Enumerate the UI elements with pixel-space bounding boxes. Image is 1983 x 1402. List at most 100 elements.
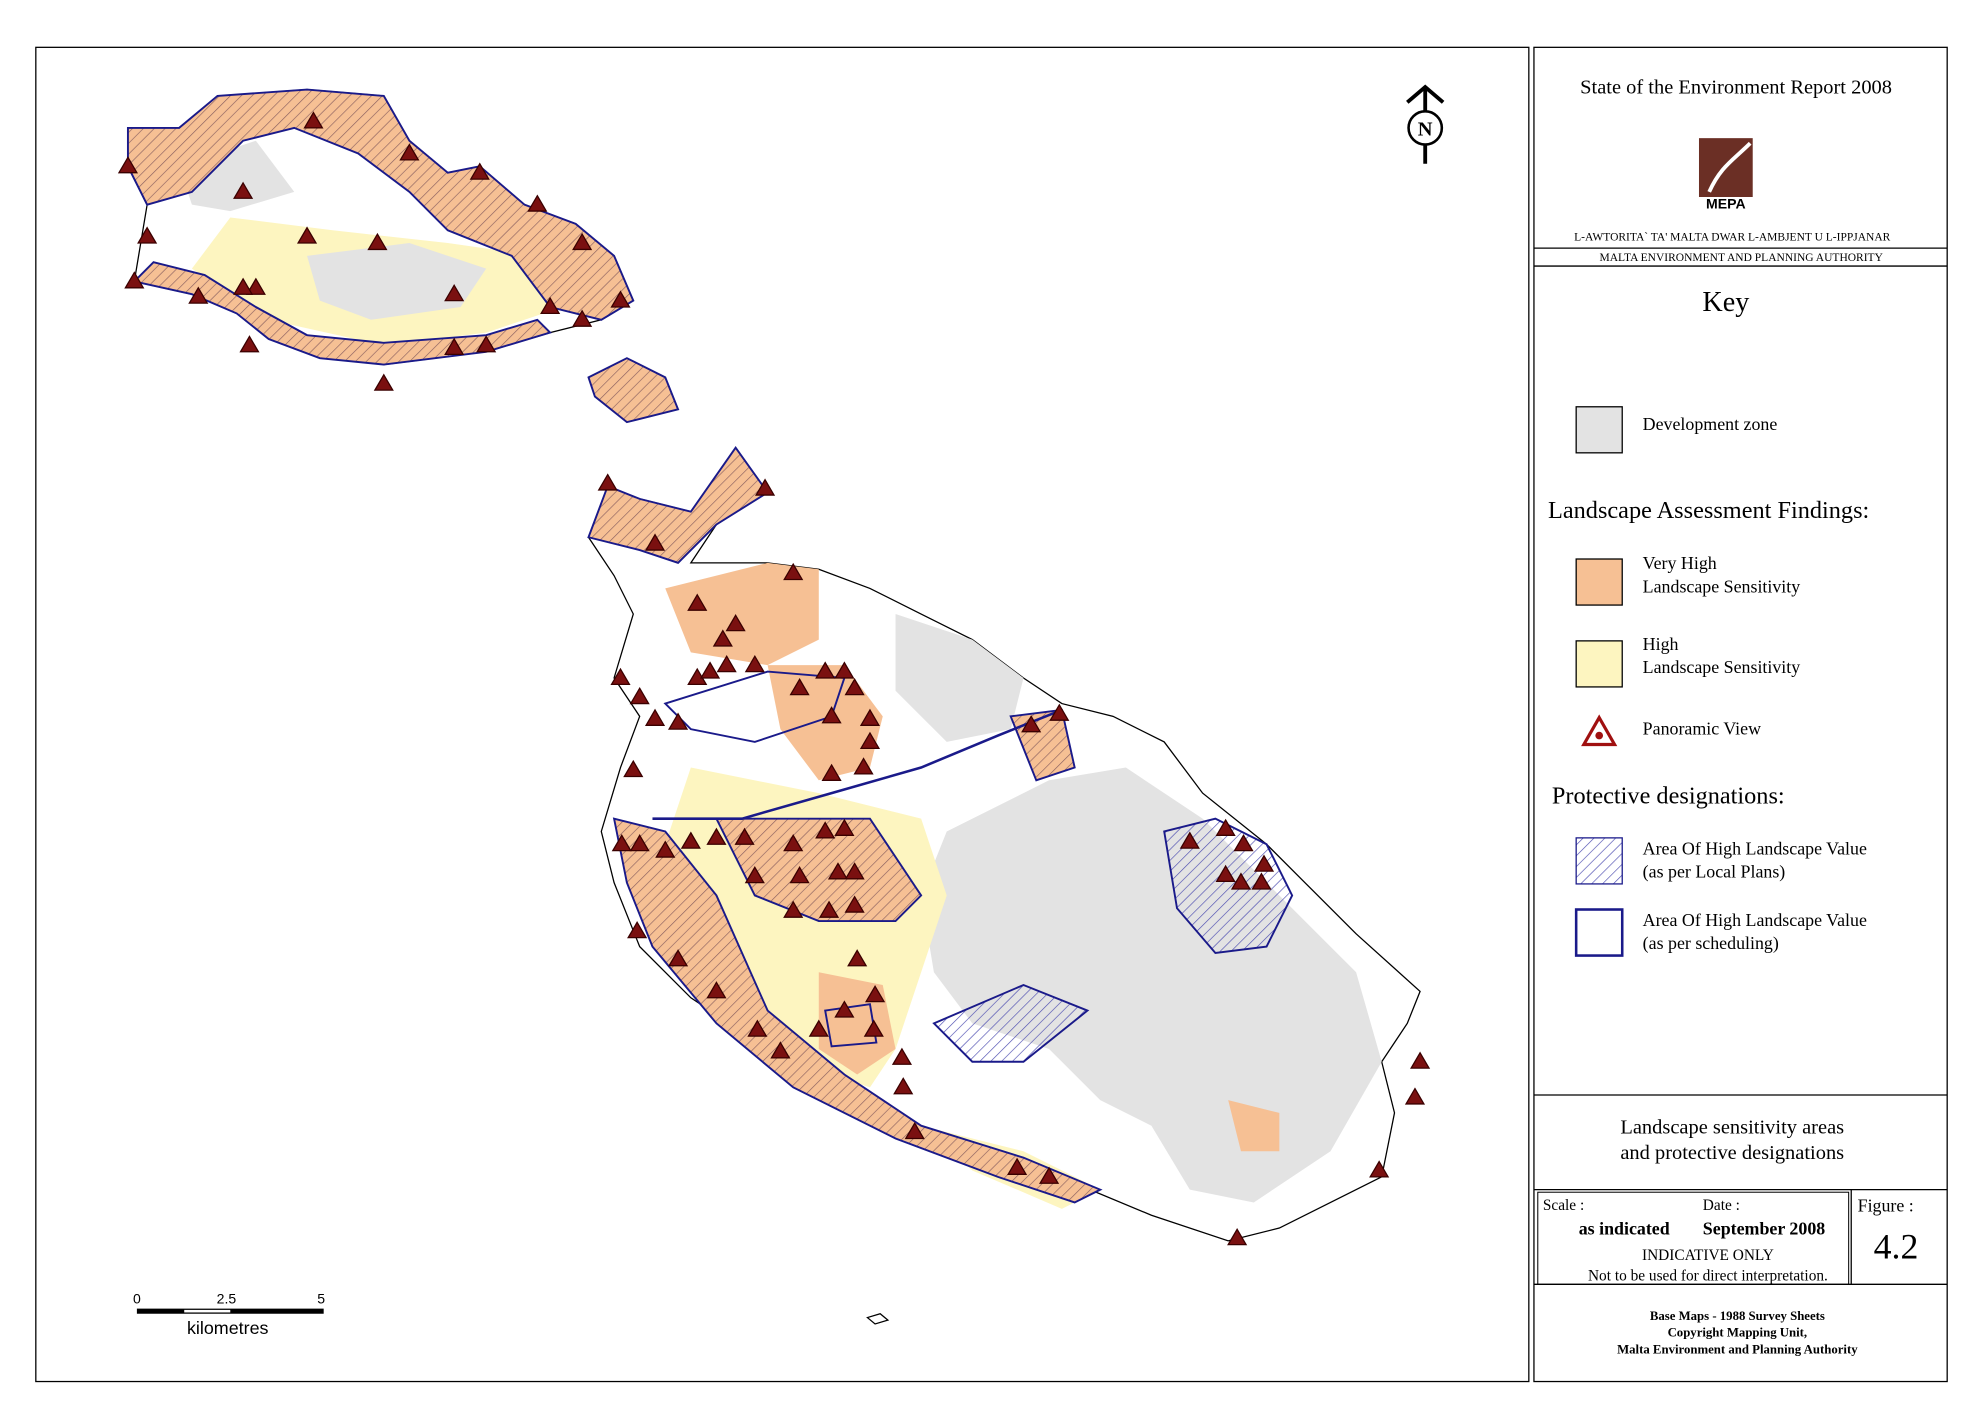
panoramic-view	[476, 335, 497, 353]
logo-text: MEPA	[1706, 196, 1746, 212]
legend-label: (as per Local Plans)	[1643, 862, 1786, 883]
panoramic-view	[783, 900, 804, 918]
panoramic-view	[233, 277, 254, 295]
scale-value: as indicated	[1579, 1218, 1670, 1238]
panoramic-view	[296, 226, 318, 244]
scale-unit: kilometres	[187, 1318, 269, 1338]
scale-bar: 0 2.5 5 kilometres	[133, 1291, 325, 1339]
panoramic-view	[444, 337, 465, 355]
scale-tick: 5	[317, 1291, 325, 1307]
panoramic-view	[865, 984, 886, 1003]
panoramic-view	[821, 706, 842, 724]
panoramic-view	[597, 473, 618, 491]
panoramic-view	[124, 271, 145, 289]
panoramic-view	[712, 629, 733, 647]
panoramic-view	[844, 677, 865, 696]
legend-heading: Protective designations:	[1552, 782, 1785, 809]
panoramic-view	[815, 821, 836, 839]
panoramic-view	[1251, 872, 1272, 890]
panoramic-view	[853, 757, 874, 775]
panoramic-view	[1230, 872, 1252, 890]
panoramic-view	[904, 1121, 925, 1140]
panoramic-view	[1021, 715, 1042, 733]
legend-label: (as per scheduling)	[1643, 933, 1779, 954]
panoramic-view	[1233, 834, 1254, 852]
panoramic-view	[827, 862, 849, 880]
panoramic-view	[623, 759, 644, 778]
figure-title: Landscape sensitivity areas	[1620, 1116, 1844, 1138]
panoramic-view	[844, 895, 865, 913]
panoramic-view	[783, 834, 804, 852]
panoramic-view	[789, 866, 810, 884]
legend-label: Panoramic View	[1643, 718, 1761, 738]
panoramic-view	[821, 763, 842, 781]
landscape-value-local	[587, 446, 769, 564]
panoramic-view	[444, 283, 465, 302]
panoramic-view	[815, 661, 836, 679]
legend-label: Area Of High Landscape Value	[1643, 839, 1867, 859]
panoramic-view	[706, 827, 727, 845]
date-label: Date :	[1703, 1197, 1740, 1214]
panoramic-view	[859, 708, 881, 726]
figure-title: and protective designations	[1620, 1142, 1844, 1164]
panoramic-view	[233, 181, 254, 199]
panoramic-views	[117, 111, 1431, 1246]
legend-heading: Landscape Assessment Findings:	[1548, 497, 1869, 524]
swatch-very-high	[1575, 558, 1623, 606]
swatch-development	[1575, 406, 1623, 454]
panoramic-view	[1215, 818, 1236, 836]
panoramic-view	[610, 290, 631, 308]
legend-label: High	[1643, 634, 1679, 654]
panoramic-view	[1410, 1051, 1431, 1069]
key-title: Key	[1702, 287, 1749, 318]
panoramic-view	[834, 661, 855, 679]
report-title: State of the Environment Report 2008	[1580, 76, 1892, 98]
panoramic-view	[117, 156, 139, 174]
credit: Malta Environment and Planning Authority	[1617, 1342, 1858, 1356]
panoramic-view	[1215, 864, 1236, 883]
panoramic-view	[734, 827, 755, 845]
very-high-sensitivity	[126, 88, 635, 321]
panoramic-view	[1369, 1160, 1390, 1178]
panoramic-view	[1007, 1157, 1028, 1175]
panoramic-view	[818, 900, 840, 918]
panoramic-view	[744, 654, 765, 673]
legend-label: Development zone	[1643, 414, 1778, 434]
islet	[866, 1313, 890, 1325]
swatch-scheduling	[1574, 908, 1624, 957]
panoramic-view	[667, 949, 689, 967]
credit: Base Maps - 1988 Survey Sheets	[1650, 1309, 1825, 1323]
figure-number-label: Figure :	[1858, 1195, 1914, 1215]
landscape-value-local	[932, 983, 1090, 1063]
panoramic-view	[859, 731, 881, 749]
panoramic-view	[699, 661, 721, 679]
legend-label: Landscape Sensitivity	[1643, 576, 1801, 596]
panoramic-view	[844, 862, 865, 880]
panoramic-view	[783, 562, 804, 581]
very-high-sensitivity	[132, 261, 552, 366]
panoramic-view	[706, 981, 727, 999]
panoramic-view	[610, 667, 631, 686]
legend-label: Very High	[1643, 553, 1717, 573]
panoramic-view	[644, 533, 666, 551]
panoramic-view	[667, 712, 689, 730]
panoramic-view	[891, 1047, 913, 1065]
date-value: September 2008	[1703, 1218, 1825, 1238]
panoramic-view	[1253, 854, 1275, 872]
panoramic-view	[572, 309, 593, 327]
panoramic-view	[527, 194, 548, 212]
panoramic-view	[680, 831, 701, 849]
notice: Not to be used for direct interpretation…	[1588, 1267, 1828, 1284]
panoramic-view	[1039, 1166, 1060, 1184]
credit: Copyright Mapping Unit,	[1668, 1326, 1808, 1340]
north-label: N	[1418, 119, 1433, 141]
scale-label: Scale :	[1543, 1197, 1584, 1214]
panoramic-view	[303, 111, 324, 129]
panoramic-view	[770, 1041, 791, 1059]
landscape-value-scheduling	[652, 708, 1063, 820]
panoramic-view	[754, 478, 776, 496]
panoramic-view	[611, 834, 632, 852]
panoramic-view	[137, 226, 158, 244]
